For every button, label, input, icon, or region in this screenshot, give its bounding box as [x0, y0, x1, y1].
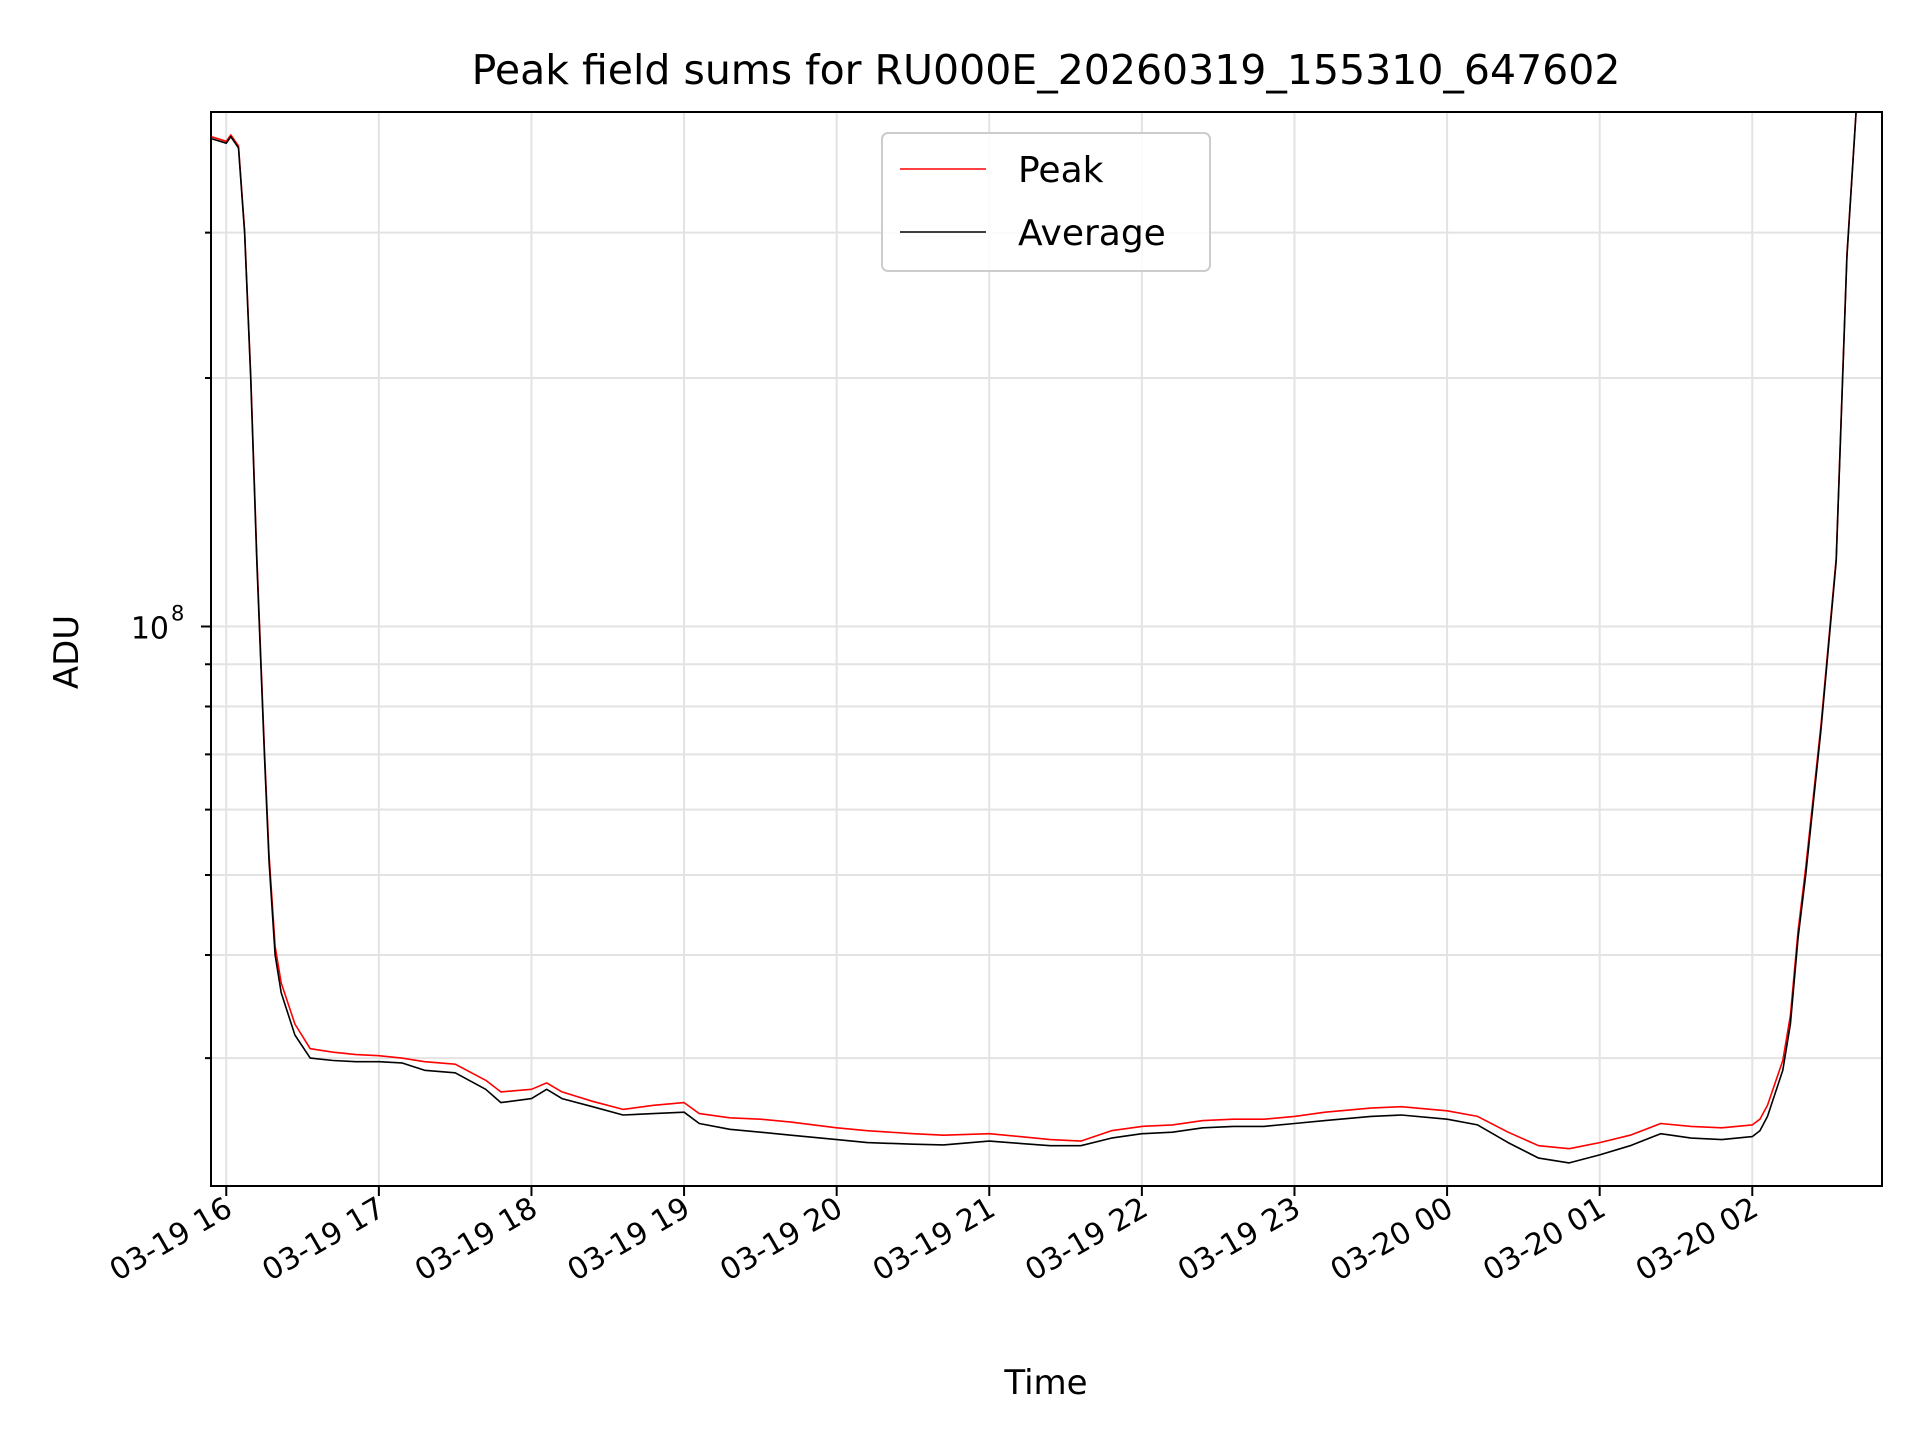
grid — [211, 112, 1882, 1186]
legend-box — [881, 132, 1211, 272]
legend: Peak Average — [881, 132, 1211, 272]
y-tick-label-base: 10 — [131, 611, 169, 646]
series-line-average — [211, 112, 1857, 1164]
y-axis-label: ADU — [47, 615, 87, 689]
y-tick-label-exponent: 8 — [171, 601, 184, 625]
series-line-peak — [211, 112, 1857, 1150]
axes-frame — [210, 111, 1883, 1187]
legend-label-peak: Peak — [1018, 150, 1104, 191]
x-axis-label: Time — [1003, 1363, 1087, 1403]
chart-title: Peak field sums for RU000E_20260319_1553… — [472, 46, 1621, 94]
legend-label-average: Average — [1018, 213, 1166, 254]
plot-area — [211, 112, 1857, 1164]
y-tick-label: 10 8 — [131, 601, 185, 646]
